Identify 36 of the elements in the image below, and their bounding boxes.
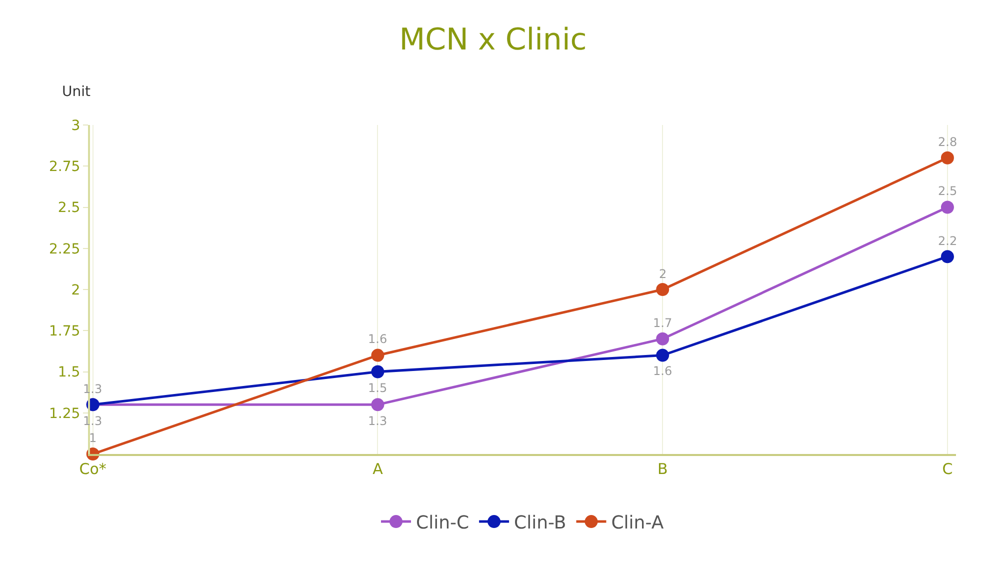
- data-label: 2: [659, 267, 667, 281]
- x-tick-label: B: [657, 460, 668, 478]
- point: [656, 283, 670, 296]
- point: [940, 200, 954, 214]
- data-label: 1.6: [368, 332, 388, 346]
- legend-label: Clin-B: [514, 512, 566, 534]
- point: [940, 250, 954, 264]
- point: [656, 332, 670, 346]
- point: [371, 365, 384, 378]
- y-tick-label: 1.5: [58, 364, 80, 381]
- data-label: 1.5: [368, 381, 388, 395]
- data-label: 1.6: [653, 364, 672, 378]
- y-tick-label: 1.25: [49, 406, 80, 422]
- y-tick-label: 1.75: [49, 324, 80, 340]
- data-label: 1: [89, 431, 97, 445]
- point: [940, 151, 954, 164]
- y-axis-title: Unit: [62, 84, 92, 100]
- x-tick-label: Co*: [79, 460, 107, 478]
- data-label: 2.8: [938, 135, 958, 149]
- y-tick-label: 2.75: [49, 159, 80, 176]
- y-tick-label: 3: [71, 118, 80, 134]
- legend-label: Clin-A: [611, 512, 664, 534]
- legend-label: Clin-C: [416, 512, 470, 534]
- y-tick-label: 2.5: [58, 200, 80, 216]
- point: [371, 398, 384, 412]
- x-tick-label: A: [372, 460, 384, 478]
- y-tick-label: 2.25: [49, 241, 80, 258]
- data-label: 2.5: [938, 184, 958, 198]
- point: [371, 348, 384, 362]
- x-tick-label: C: [942, 460, 953, 478]
- data-label: 2.2: [938, 234, 958, 248]
- y-tick-label: 2: [71, 282, 80, 298]
- data-label: 1.3: [368, 414, 388, 428]
- point: [656, 348, 670, 362]
- data-label: 1.7: [653, 316, 672, 330]
- chart-title: MCN x Clinic: [399, 22, 587, 58]
